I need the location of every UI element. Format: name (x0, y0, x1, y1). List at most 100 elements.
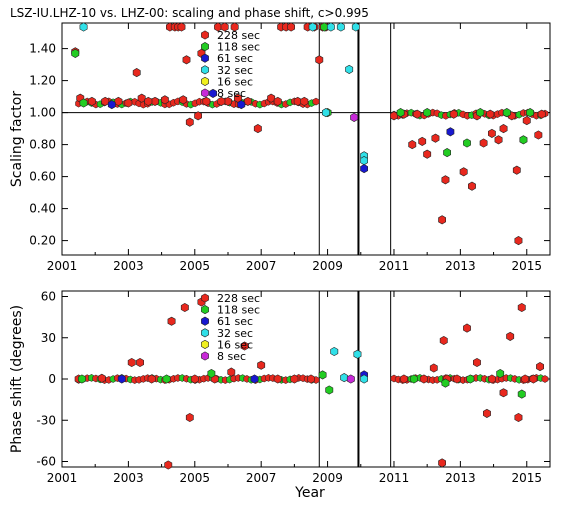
legend-item: 32 sec (201, 64, 253, 77)
data-point (273, 374, 282, 384)
x-tick-label: 2001 (47, 259, 78, 273)
data-point (180, 302, 189, 313)
y-tick-label: 0.20 (29, 234, 56, 248)
data-point (512, 165, 521, 175)
data-point (78, 374, 86, 384)
legend-item: 228 sec (201, 292, 260, 305)
data-point (253, 124, 262, 134)
data-point (237, 100, 246, 110)
legend-marker (201, 65, 209, 75)
data-point (267, 93, 276, 103)
data-point (502, 108, 511, 118)
legend-label: 228 sec (217, 292, 260, 305)
plot-frame (61, 22, 551, 256)
x-tick-label: 2007 (246, 471, 277, 485)
data-point (423, 108, 432, 118)
data-point (438, 215, 447, 225)
data-point (217, 96, 226, 106)
legend-marker (201, 30, 209, 40)
legend-marker (201, 293, 209, 303)
data-point (318, 370, 327, 380)
legend-item: 32 sec (201, 327, 253, 340)
data-point (330, 346, 339, 357)
data-point (514, 412, 523, 423)
data-point (496, 368, 505, 379)
data-point (536, 362, 545, 372)
legend-marker (201, 76, 209, 86)
data-point (182, 55, 191, 65)
legend-label: 16 sec (217, 338, 253, 351)
data-point (136, 357, 144, 368)
data-point (179, 95, 188, 105)
data-point (230, 22, 239, 32)
x-tick-label: 2013 (445, 259, 476, 273)
legend-marker (201, 339, 209, 349)
data-point (476, 108, 485, 118)
data-point (308, 22, 317, 32)
data-point (399, 374, 408, 384)
data-point (273, 96, 282, 106)
data-point (487, 374, 496, 384)
data-point (321, 108, 330, 118)
data-point (467, 181, 476, 191)
legend-marker (201, 88, 209, 98)
data-point (409, 374, 418, 384)
data-point (244, 96, 252, 106)
x-tick-label: 2005 (180, 259, 211, 273)
legend-item: 118 sec (201, 304, 260, 317)
legend-marker (201, 328, 209, 338)
y-tick-label: 0 (48, 372, 56, 386)
data-point (443, 148, 452, 158)
y-tick-label: -30 (36, 413, 56, 427)
x-tick-label: 2015 (511, 259, 542, 273)
data-point (207, 368, 216, 379)
data-point (517, 302, 526, 313)
data-point (472, 357, 481, 368)
data-point (514, 236, 523, 246)
data-point (517, 389, 526, 399)
legend-label: 16 sec (217, 75, 253, 88)
data-point (124, 98, 133, 108)
data-point (466, 374, 475, 384)
data-point (185, 412, 194, 423)
y-tick-label: 60 (41, 290, 56, 304)
data-point (227, 367, 236, 377)
data-point (287, 22, 296, 32)
x-tick-label: 2003 (113, 471, 144, 485)
data-point (340, 373, 349, 383)
data-point (190, 374, 199, 384)
data-point (336, 22, 345, 32)
legend-item: 8 sec (201, 350, 246, 363)
data-point (202, 96, 211, 106)
data-point (413, 109, 422, 119)
y-axis-label: Scaling factor (9, 91, 25, 187)
x-tick-label: 2015 (511, 471, 542, 485)
data-point (350, 112, 359, 122)
data-point (389, 111, 398, 121)
data-point (101, 96, 110, 106)
data-point (194, 111, 202, 121)
legend-marker (201, 42, 209, 52)
legend-item: 16 sec (201, 338, 253, 351)
data-point (167, 316, 176, 326)
data-point (537, 109, 546, 119)
data-point (351, 22, 360, 32)
data-point (320, 22, 329, 32)
data-point (506, 331, 515, 341)
data-point (482, 408, 491, 418)
data-point (423, 149, 432, 159)
data-point (419, 374, 428, 384)
y-tick-label: 0.40 (29, 202, 56, 216)
data-point (345, 64, 354, 74)
data-point (431, 133, 440, 143)
data-point (144, 96, 153, 106)
data-point (209, 88, 217, 98)
data-point (325, 385, 334, 395)
x-tick-label: 2013 (445, 471, 476, 485)
data-point (441, 378, 450, 388)
data-point (526, 108, 535, 118)
data-point (164, 460, 173, 470)
data-point (147, 374, 156, 384)
data-point (439, 335, 448, 346)
legend-label: 228 sec (217, 29, 260, 42)
